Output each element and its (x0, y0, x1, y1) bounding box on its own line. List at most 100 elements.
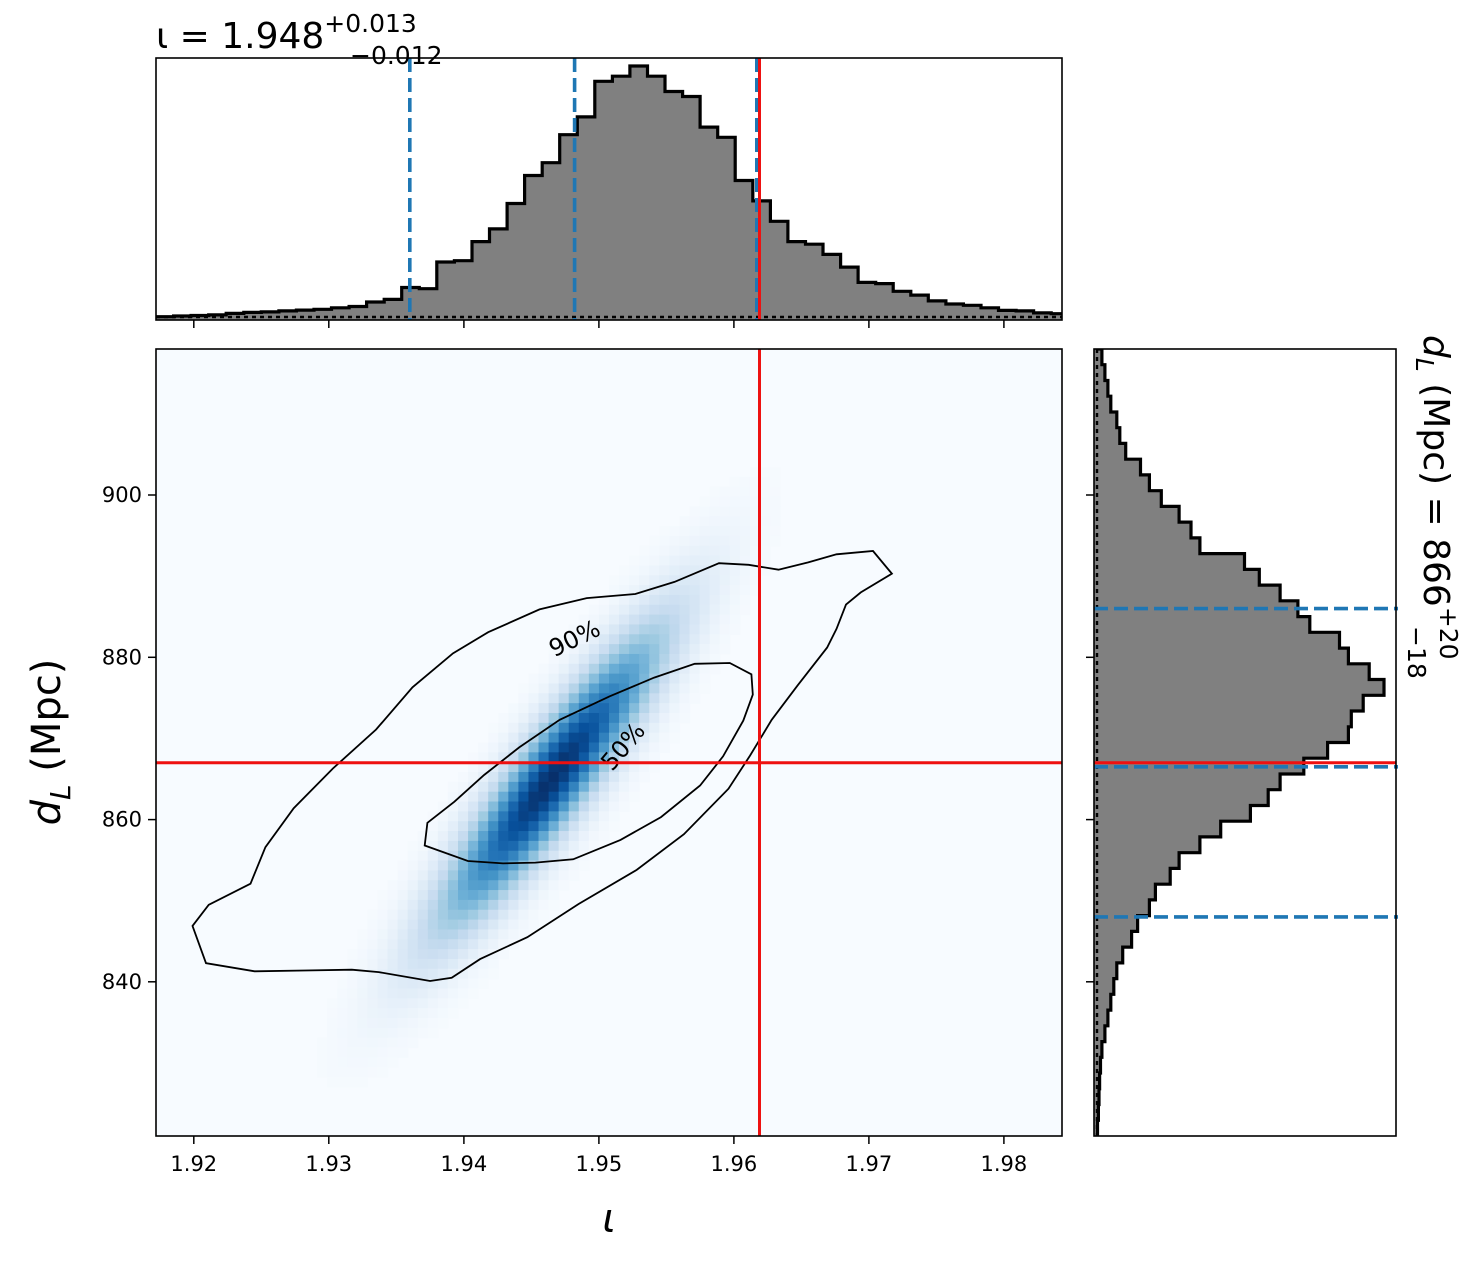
iota-hist-bar (1209, 318, 1227, 321)
density-cell (518, 801, 530, 812)
density-cell (629, 781, 640, 793)
iota-hist-outline (156, 64, 1062, 319)
density-cell (407, 968, 419, 980)
density-cell (498, 840, 509, 852)
density-cell (407, 860, 419, 871)
density-cell (548, 791, 560, 803)
density-cell (568, 860, 580, 871)
density-cell (478, 840, 489, 852)
density-cell (528, 870, 540, 881)
iota-title-sup: +0.013 (324, 9, 417, 38)
dl-hist-bar (1094, 805, 1251, 822)
density-cell (719, 614, 731, 626)
density-cell (447, 909, 459, 921)
density-cell (770, 486, 781, 498)
density-cell (749, 467, 761, 478)
density-cell (770, 476, 781, 488)
density-cell (528, 772, 540, 783)
density-cell (639, 644, 650, 655)
density-cell (639, 722, 650, 734)
density-cell (669, 624, 681, 635)
density-cell (427, 831, 439, 842)
density-cell (588, 821, 600, 832)
density-cell (447, 958, 459, 970)
density-cell (478, 762, 489, 773)
dl-marginal-panel (1086, 348, 1398, 1137)
density-cell (478, 742, 489, 753)
density-cell (427, 988, 439, 999)
density-cell (729, 565, 741, 576)
density-cell (629, 594, 640, 606)
density-cell (609, 594, 620, 606)
density-cell (679, 585, 691, 596)
iota-hist-bar (928, 300, 947, 320)
density-cell (568, 624, 580, 635)
density-cell (689, 516, 701, 527)
density-cell (699, 585, 711, 596)
density-cell (588, 840, 600, 852)
density-cell (719, 575, 731, 586)
density-cell (749, 555, 761, 567)
density-cell (447, 929, 459, 940)
iota-hist-bar (629, 66, 648, 320)
density-cell (427, 949, 439, 960)
density-cell (478, 772, 489, 783)
density-cell (478, 958, 489, 970)
density-cell (719, 594, 731, 606)
density-cell (387, 978, 399, 990)
iota-hist-bar (542, 162, 561, 320)
iota-hist-bar (1104, 316, 1122, 320)
density-cell (447, 978, 459, 990)
iota-hist-bar (1121, 317, 1139, 321)
dl-title-main: d (1415, 335, 1456, 359)
density-cell (568, 772, 580, 783)
density-cell (447, 939, 459, 950)
density-cell (427, 870, 439, 881)
y-axis-title-main: d (24, 799, 70, 825)
density-cell (609, 585, 620, 596)
density-cell (377, 949, 389, 960)
density-cell (679, 644, 691, 655)
density-cell (377, 968, 389, 980)
density-cell (548, 722, 560, 734)
density-cell (598, 811, 610, 822)
density-cell (588, 772, 600, 783)
density-cell (609, 742, 620, 753)
density-cell (629, 732, 640, 744)
density-cell (629, 772, 640, 783)
density-cell (528, 821, 540, 832)
density-cell (659, 604, 670, 616)
density-cell (347, 1017, 358, 1029)
density-cell (639, 614, 650, 626)
x-tick-label: 1.97 (846, 1152, 893, 1176)
density-cell (518, 811, 530, 822)
density-cell (337, 1076, 348, 1088)
density-cell (609, 693, 620, 704)
density-cell (488, 791, 499, 803)
density-cell (659, 594, 670, 606)
density-cell (689, 555, 701, 567)
density-cell (377, 958, 389, 970)
density-cell (447, 860, 459, 871)
density-cell (719, 516, 731, 527)
density-cell (387, 1027, 399, 1039)
density-cell (729, 535, 741, 547)
iota-hist-bar (314, 309, 333, 320)
density-cell (538, 663, 550, 675)
density-cell (719, 565, 731, 576)
density-cell (669, 634, 681, 645)
density-cell (397, 949, 409, 960)
density-cell (719, 506, 731, 517)
density-cell (689, 673, 701, 685)
density-cell (679, 614, 691, 626)
density-cell (387, 1017, 399, 1029)
density-cell (639, 604, 650, 616)
density-cell (468, 929, 479, 940)
density-cell (699, 555, 711, 567)
density-cell (578, 840, 590, 852)
iota-hist-bar (858, 282, 877, 320)
density-cell (437, 840, 449, 852)
density-cell (528, 742, 540, 753)
density-cell (609, 722, 620, 734)
density-cell (568, 732, 580, 744)
